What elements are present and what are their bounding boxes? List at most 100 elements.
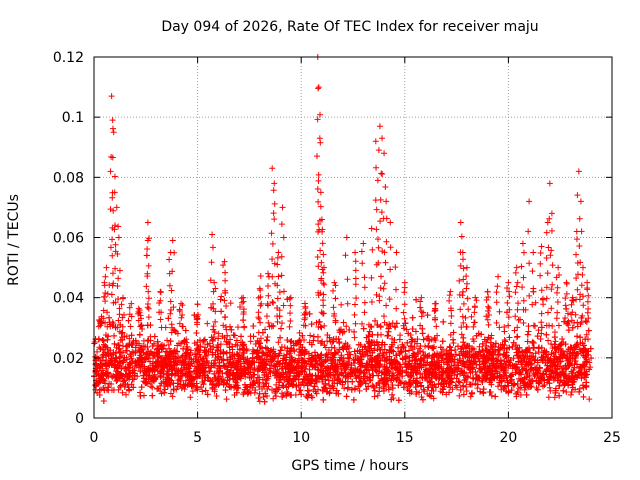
data-point — [267, 356, 274, 363]
data-point — [150, 360, 157, 367]
data-point — [366, 328, 373, 335]
data-point — [138, 322, 145, 329]
data-point — [522, 384, 529, 391]
data-point — [457, 386, 464, 393]
data-point — [337, 326, 344, 333]
data-point — [409, 325, 416, 332]
data-point — [354, 347, 361, 354]
data-point — [337, 378, 344, 385]
data-point — [446, 343, 453, 350]
data-point — [138, 384, 145, 391]
data-point — [474, 385, 481, 392]
data-point — [277, 347, 284, 354]
data-point — [463, 388, 470, 395]
data-point — [296, 355, 303, 362]
data-point — [218, 356, 225, 363]
data-point — [111, 332, 118, 339]
data-point — [377, 346, 384, 353]
data-point — [308, 321, 315, 328]
data-point — [368, 361, 375, 368]
data-point — [208, 378, 215, 385]
data-point — [369, 358, 376, 365]
data-point — [512, 342, 519, 349]
data-point — [358, 362, 365, 369]
data-point — [395, 344, 402, 351]
data-point — [249, 358, 256, 365]
data-point — [502, 361, 509, 368]
data-point — [580, 362, 587, 369]
data-point — [168, 349, 175, 356]
data-point — [308, 352, 315, 359]
data-point — [335, 390, 342, 397]
data-point — [381, 381, 388, 388]
data-point — [529, 338, 536, 345]
data-point — [356, 374, 363, 381]
data-point — [463, 383, 470, 390]
data-point — [312, 355, 319, 362]
data-point — [267, 365, 274, 372]
data-point — [287, 348, 294, 355]
data-point — [256, 390, 263, 397]
data-point — [208, 334, 215, 341]
data-point — [101, 293, 108, 300]
data-point — [421, 388, 428, 395]
data-point — [181, 337, 188, 344]
data-point — [315, 372, 322, 379]
data-point — [128, 332, 135, 339]
data-point — [357, 363, 364, 370]
data-point — [176, 375, 183, 382]
data-point — [142, 343, 149, 350]
data-point — [145, 347, 152, 354]
data-point — [154, 338, 161, 345]
data-point — [102, 362, 109, 369]
data-point — [247, 383, 254, 390]
data-point — [381, 354, 388, 361]
data-point — [227, 300, 234, 307]
data-point — [545, 394, 552, 401]
data-point — [92, 386, 99, 393]
data-point — [385, 368, 392, 375]
data-point — [341, 343, 348, 350]
data-point — [318, 374, 325, 381]
data-point — [511, 327, 518, 334]
data-point — [138, 346, 145, 353]
data-point — [286, 376, 293, 383]
data-point — [189, 388, 196, 395]
data-point — [458, 331, 465, 338]
data-point — [336, 329, 343, 336]
data-point — [226, 383, 233, 390]
data-point — [204, 320, 211, 327]
data-point — [588, 355, 595, 362]
data-point — [460, 391, 467, 398]
data-point — [533, 369, 540, 376]
data-point — [515, 348, 522, 355]
data-point — [263, 337, 270, 344]
data-point — [498, 373, 505, 380]
data-point — [91, 339, 98, 346]
data-point — [125, 365, 132, 372]
data-point — [457, 345, 464, 352]
data-point — [329, 354, 336, 361]
data-point — [570, 366, 577, 373]
data-point — [171, 327, 178, 334]
data-point — [464, 359, 471, 366]
data-point — [115, 317, 122, 324]
data-point — [100, 337, 107, 344]
data-point — [142, 379, 149, 386]
data-point — [150, 377, 157, 384]
data-point — [215, 330, 222, 337]
data-point — [585, 327, 592, 334]
data-point — [402, 348, 409, 355]
data-point — [573, 341, 580, 348]
data-point — [501, 365, 508, 372]
data-point — [481, 336, 488, 343]
data-point — [275, 339, 282, 346]
data-point — [525, 359, 532, 366]
data-point — [493, 365, 500, 372]
data-point — [233, 364, 240, 371]
data-point — [501, 351, 508, 358]
data-point — [101, 349, 108, 356]
data-point — [167, 350, 174, 357]
data-point — [341, 328, 348, 335]
data-point — [508, 380, 515, 387]
